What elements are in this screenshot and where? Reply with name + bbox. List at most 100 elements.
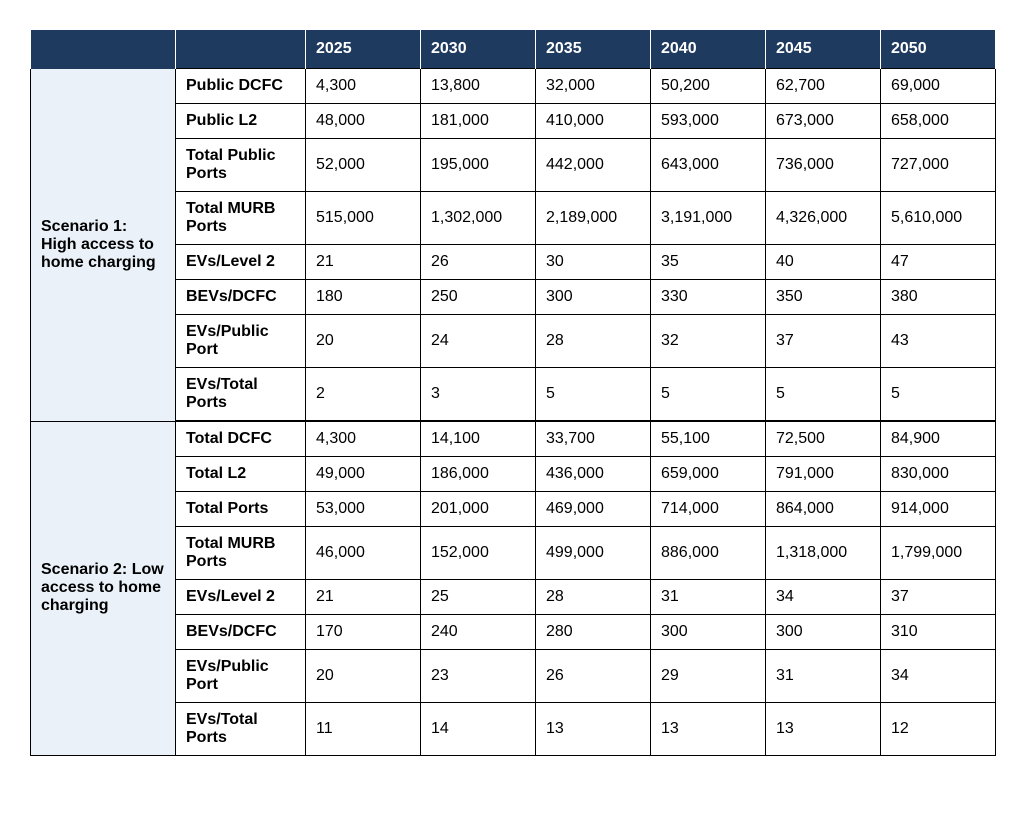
data-cell: 30 [536,245,651,280]
data-cell: 24 [421,315,536,368]
header-year: 2040 [651,30,766,69]
header-year: 2045 [766,30,881,69]
data-cell: 886,000 [651,527,766,580]
metric-label: BEVs/DCFC [176,280,306,315]
metric-label: Total MURB Ports [176,192,306,245]
data-cell: 13 [536,703,651,756]
scenario-label: Scenario 1: High access to home charging [31,69,176,422]
data-cell: 2,189,000 [536,192,651,245]
data-cell: 12 [881,703,996,756]
data-cell: 21 [306,580,421,615]
metric-label: EVs/Level 2 [176,580,306,615]
metric-label: BEVs/DCFC [176,615,306,650]
data-cell: 515,000 [306,192,421,245]
metric-label: EVs/Total Ports [176,368,306,422]
data-cell: 280 [536,615,651,650]
data-cell: 23 [421,650,536,703]
data-cell: 37 [766,315,881,368]
table-header: 2025 2030 2035 2040 2045 2050 [31,30,996,69]
data-cell: 32 [651,315,766,368]
data-cell: 3,191,000 [651,192,766,245]
data-cell: 240 [421,615,536,650]
data-cell: 186,000 [421,457,536,492]
data-cell: 84,900 [881,421,996,457]
data-cell: 170 [306,615,421,650]
ev-charging-projection-table: 2025 2030 2035 2040 2045 2050 Scenario 1… [30,30,996,756]
data-cell: 62,700 [766,69,881,104]
data-cell: 43 [881,315,996,368]
metric-label: Public DCFC [176,69,306,104]
data-cell: 5 [536,368,651,422]
data-cell: 29 [651,650,766,703]
header-year: 2050 [881,30,996,69]
data-cell: 659,000 [651,457,766,492]
data-cell: 410,000 [536,104,651,139]
data-cell: 11 [306,703,421,756]
metric-label: Total MURB Ports [176,527,306,580]
data-cell: 300 [651,615,766,650]
data-cell: 201,000 [421,492,536,527]
data-cell: 300 [536,280,651,315]
data-cell: 727,000 [881,139,996,192]
data-cell: 350 [766,280,881,315]
data-cell: 21 [306,245,421,280]
metric-label: EVs/Public Port [176,315,306,368]
header-year: 2030 [421,30,536,69]
data-cell: 47 [881,245,996,280]
data-cell: 791,000 [766,457,881,492]
data-cell: 499,000 [536,527,651,580]
data-cell: 442,000 [536,139,651,192]
data-cell: 52,000 [306,139,421,192]
data-cell: 26 [421,245,536,280]
data-cell: 37 [881,580,996,615]
data-cell: 48,000 [306,104,421,139]
scenario-1-body: Scenario 1: High access to home charging… [31,69,996,422]
scenario-2-body: Scenario 2: Low access to home charging … [31,421,996,756]
data-cell: 31 [766,650,881,703]
metric-label: Total DCFC [176,421,306,457]
data-cell: 310 [881,615,996,650]
data-cell: 658,000 [881,104,996,139]
data-cell: 181,000 [421,104,536,139]
data-cell: 180 [306,280,421,315]
data-cell: 250 [421,280,536,315]
header-year: 2035 [536,30,651,69]
data-cell: 33,700 [536,421,651,457]
data-cell: 5,610,000 [881,192,996,245]
data-cell: 28 [536,315,651,368]
data-cell: 643,000 [651,139,766,192]
data-cell: 4,300 [306,69,421,104]
data-cell: 3 [421,368,536,422]
data-cell: 34 [766,580,881,615]
scenario-label: Scenario 2: Low access to home charging [31,421,176,756]
data-cell: 195,000 [421,139,536,192]
data-cell: 34 [881,650,996,703]
data-cell: 5 [766,368,881,422]
data-cell: 152,000 [421,527,536,580]
data-cell: 13 [651,703,766,756]
data-cell: 69,000 [881,69,996,104]
data-cell: 5 [651,368,766,422]
data-cell: 5 [881,368,996,422]
data-cell: 469,000 [536,492,651,527]
metric-label: EVs/Total Ports [176,703,306,756]
data-cell: 35 [651,245,766,280]
data-cell: 864,000 [766,492,881,527]
data-cell: 72,500 [766,421,881,457]
header-blank-scenario [31,30,176,69]
metric-label: EVs/Public Port [176,650,306,703]
data-cell: 1,799,000 [881,527,996,580]
data-cell: 1,318,000 [766,527,881,580]
data-cell: 593,000 [651,104,766,139]
data-cell: 830,000 [881,457,996,492]
data-cell: 50,200 [651,69,766,104]
metric-label: EVs/Level 2 [176,245,306,280]
data-cell: 31 [651,580,766,615]
metric-label: Public L2 [176,104,306,139]
data-cell: 714,000 [651,492,766,527]
data-cell: 53,000 [306,492,421,527]
data-cell: 25 [421,580,536,615]
data-cell: 736,000 [766,139,881,192]
data-cell: 673,000 [766,104,881,139]
data-cell: 14 [421,703,536,756]
